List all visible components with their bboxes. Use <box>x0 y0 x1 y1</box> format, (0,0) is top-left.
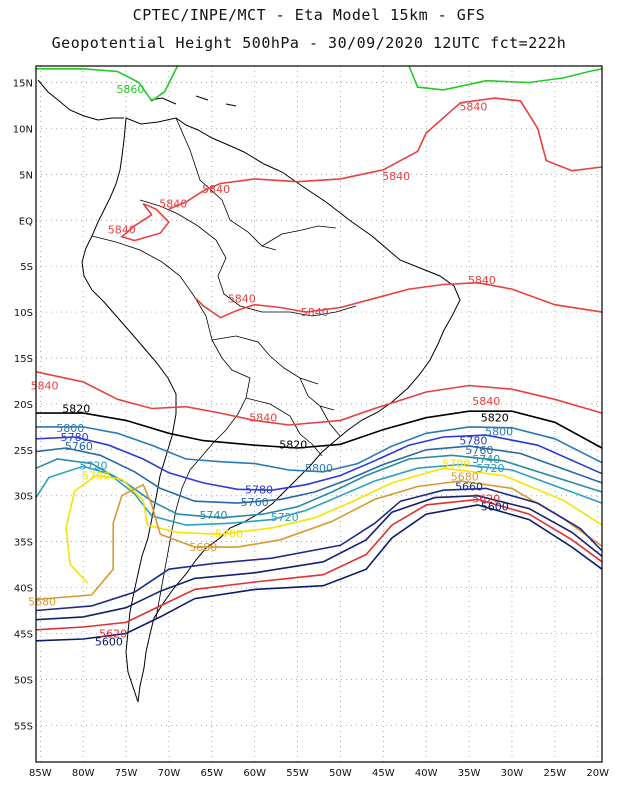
contour-label: 5600 <box>481 501 509 514</box>
lat-tick-label: 50S <box>14 675 33 686</box>
contour-line-5800 <box>36 426 603 473</box>
contour-label: 5600 <box>95 636 123 649</box>
contour-line-5660 <box>35 487 603 612</box>
lon-tick-label: 50W <box>329 768 352 779</box>
contour-label: 5780 <box>61 431 89 444</box>
contour-label: 5840 <box>202 183 230 196</box>
lat-lon-grid <box>36 66 602 762</box>
contour-label: 5720 <box>79 459 107 472</box>
map-frame <box>35 65 603 763</box>
contour-label: 5840 <box>459 100 487 113</box>
contour-label: 5840 <box>159 198 187 211</box>
contour-label: 5680 <box>189 541 217 554</box>
contour-line-5600 <box>35 504 603 642</box>
caribbean-islands <box>149 95 237 107</box>
contour-label: 5680 <box>451 470 479 483</box>
lat-tick-label: 25S <box>14 446 33 457</box>
contour-label: 5620 <box>99 627 127 640</box>
contour-labels: 5860 5840 5840 5840 5840 5840 5840 5840 5840 5840… <box>28 83 513 649</box>
lon-tick-label: 70W <box>158 768 181 779</box>
lon-tick-label: 45W <box>372 768 395 779</box>
lat-tick-label: 5S <box>20 262 33 273</box>
contour-label: 5840 <box>301 306 329 319</box>
lat-tick-label: 20S <box>14 400 33 411</box>
lon-tick-label: 75W <box>115 768 138 779</box>
map-title-line-2: Geopotential Height 500hPa - 30/09/2020 … <box>51 34 567 52</box>
contour-label: 5700 <box>82 470 110 483</box>
lon-tick-label: 30W <box>501 768 524 779</box>
contour-line-5860 <box>408 65 603 91</box>
south-america-coastline <box>81 117 461 703</box>
lat-tick-label: 40S <box>14 584 33 595</box>
contour-line-5780 <box>35 434 603 492</box>
lon-tick-label: 40W <box>415 768 438 779</box>
contour-line-5620 <box>35 498 603 631</box>
lat-tick-label: 30S <box>14 492 33 503</box>
lat-tick-label: 35S <box>14 538 33 549</box>
lon-tick-label: 60W <box>243 768 266 779</box>
lat-tick-label: 10N <box>13 124 33 135</box>
lon-tick-label: 35W <box>458 768 481 779</box>
lon-tick-label: 85W <box>29 768 52 779</box>
contour-line-5700 <box>65 467 603 584</box>
contour-label: 5840 <box>472 395 500 408</box>
contour-label: 5700 <box>442 458 470 471</box>
lon-tick-label: 80W <box>72 768 95 779</box>
contour-label: 5800 <box>485 425 513 438</box>
contour-label: 5820 <box>62 402 90 415</box>
contour-label: 5820 <box>481 412 509 425</box>
contour-line-5640 <box>35 494 603 621</box>
contour-label: 5840 <box>249 412 277 425</box>
contour-label: 5840 <box>108 223 136 236</box>
contour-label: 5760 <box>65 440 93 453</box>
lat-tick-label: 15S <box>14 354 33 365</box>
lon-tick-label: 65W <box>200 768 223 779</box>
contour-line-5840 <box>35 371 603 426</box>
lat-tick-label: 10S <box>14 308 33 319</box>
contour-line-5820 <box>36 410 603 449</box>
contour-label: 5760 <box>241 496 269 509</box>
contour-label: 5840 <box>31 380 59 393</box>
contour-label: 5740 <box>200 509 228 522</box>
contour-line-5840 <box>168 97 603 210</box>
contour-label: 5680 <box>28 595 56 608</box>
contour-label: 5860 <box>116 83 144 96</box>
contour-line-5680 <box>35 480 603 601</box>
lat-tick-label: EQ <box>19 216 33 227</box>
contour-line-5720 <box>35 463 603 526</box>
contour-label: 5760 <box>465 444 493 457</box>
contour-line-5840 <box>194 281 603 319</box>
contour-line-5740 <box>35 454 603 519</box>
contour-label: 5800 <box>305 462 333 475</box>
contour-line-5840 <box>120 202 170 242</box>
contour-label: 5720 <box>477 462 505 475</box>
lon-tick-label: 55W <box>286 768 309 779</box>
lat-tick-label: 55S <box>14 721 33 732</box>
map-title-line-1: CPTEC/INPE/MCT - Eta Model 15km - GFS <box>132 6 486 24</box>
contour-line-5860 <box>36 65 179 103</box>
lon-tick-label: 20W <box>586 768 609 779</box>
geopotential-contours <box>35 65 603 642</box>
central-america-coastline <box>37 79 124 121</box>
contour-label: 5620 <box>472 492 500 505</box>
contour-line-5760 <box>35 445 603 504</box>
contour-label: 5780 <box>245 483 273 496</box>
lat-tick-label: 5N <box>19 170 33 181</box>
contour-label: 5840 <box>382 170 410 183</box>
axis-labels: 85W 80W 75W 70W 65W 60W 55W 50W 45W 40W 35W 30W 25W 2… <box>13 79 609 779</box>
lat-tick-label: 45S <box>14 629 33 640</box>
contour-label: 5780 <box>459 435 487 448</box>
contour-label: 5840 <box>228 292 256 305</box>
contour-label: 5700 <box>215 527 243 540</box>
contour-label: 5800 <box>56 422 84 435</box>
lon-tick-label: 25W <box>544 768 567 779</box>
contour-label: 5660 <box>455 481 483 494</box>
lat-tick-label: 15N <box>13 79 33 90</box>
contour-label: 5720 <box>271 511 299 524</box>
contour-label: 5820 <box>279 438 307 451</box>
contour-label: 5840 <box>468 274 496 287</box>
contour-label: 5740 <box>472 453 500 466</box>
